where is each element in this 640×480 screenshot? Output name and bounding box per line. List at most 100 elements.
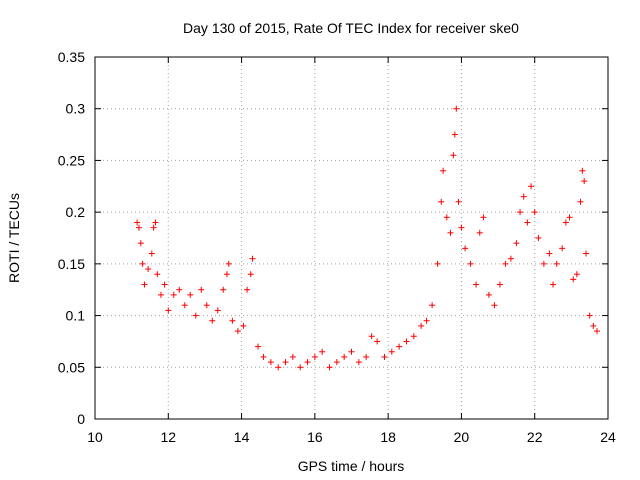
x-tick-label: 12 [160,429,176,445]
data-point [176,286,183,293]
data-point [289,353,296,360]
data-point [546,250,553,257]
data-point [462,245,469,252]
data-point [319,348,326,355]
data-point [297,364,304,371]
data-point [429,302,436,309]
data-point [507,255,514,262]
data-point [423,317,430,324]
data-point [374,338,381,345]
data-point [220,286,227,293]
y-tick-label: 0 [77,411,85,427]
x-tick-label: 24 [600,429,616,445]
data-point [579,167,586,174]
data-point [214,307,221,314]
chart-title: Day 130 of 2015, Rate Of TEC Index for r… [183,20,519,36]
data-point [450,152,457,159]
data-point [209,317,216,324]
data-point [440,167,447,174]
data-point [137,240,144,247]
plot-frame [94,56,609,420]
data-point [363,353,370,360]
data-point [491,302,498,309]
data-point [570,276,577,283]
data-point [443,214,450,221]
data-point [311,353,318,360]
data-point [165,307,172,314]
grid-lines [95,57,608,419]
data-point [141,281,148,288]
data-point [473,281,480,288]
y-tick-label: 0.15 [58,256,85,272]
data-point [229,317,236,324]
x-tick-label: 20 [454,429,470,445]
data-point [150,224,157,231]
data-point [203,302,210,309]
data-point [161,281,168,288]
data-point [559,245,566,252]
axis-ticks: 10 12 14 16 18 20 22 24 0 0.05 0.1 0.15 0.2 0.25 0.3 0.… [58,49,616,445]
data-point [326,364,333,371]
y-tick-label: 0.2 [66,204,86,220]
data-point [223,271,230,278]
data-point [434,260,441,267]
data-point [453,105,460,112]
data-point [157,291,164,298]
data-point [381,353,388,360]
data-point [577,198,584,205]
data-point [247,271,254,278]
data-point [566,214,573,221]
y-tick-label: 0.3 [66,101,86,117]
data-point [540,260,547,267]
data-point [438,198,445,205]
data-point [553,260,560,267]
data-point [282,359,289,366]
data-point [240,322,247,329]
x-tick-label: 18 [380,429,396,445]
data-point [192,312,199,319]
data-point [447,229,454,236]
data-point [187,291,194,298]
data-point [134,219,141,226]
data-point [355,359,362,366]
data-point [581,178,588,185]
data-point [260,353,267,360]
data-point [304,359,311,366]
y-tick-label: 0.05 [58,359,85,375]
data-point [531,209,538,216]
data-points [134,105,601,371]
data-point [152,219,159,226]
data-point [403,338,410,345]
data-point [148,250,155,257]
data-point [562,219,569,226]
data-point [225,260,232,267]
data-point [244,286,251,293]
data-point [234,328,241,335]
data-point [388,348,395,355]
data-point [520,193,527,200]
data-point [418,322,425,329]
y-tick-label: 0.1 [66,308,86,324]
data-point [135,224,142,231]
data-point [586,312,593,319]
x-tick-label: 22 [527,429,543,445]
data-point [517,209,524,216]
data-point [396,343,403,350]
y-tick-label: 0.25 [58,152,85,168]
data-point [198,286,205,293]
data-point [502,260,509,267]
data-point [480,214,487,221]
data-point [476,229,483,236]
data-point [170,291,177,298]
data-point [255,343,262,350]
data-point [275,364,282,371]
data-point [496,281,503,288]
data-point [467,260,474,267]
data-point [458,224,465,231]
data-point [267,359,274,366]
data-point [333,359,340,366]
data-point [594,328,601,335]
data-point [485,291,492,298]
data-point [550,281,557,288]
